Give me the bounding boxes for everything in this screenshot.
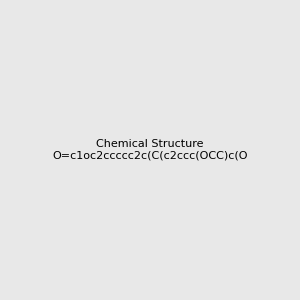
Text: Chemical Structure
O=c1oc2ccccc2c(C(c2ccc(OCC)c(O: Chemical Structure O=c1oc2ccccc2c(C(c2cc… bbox=[52, 139, 248, 161]
